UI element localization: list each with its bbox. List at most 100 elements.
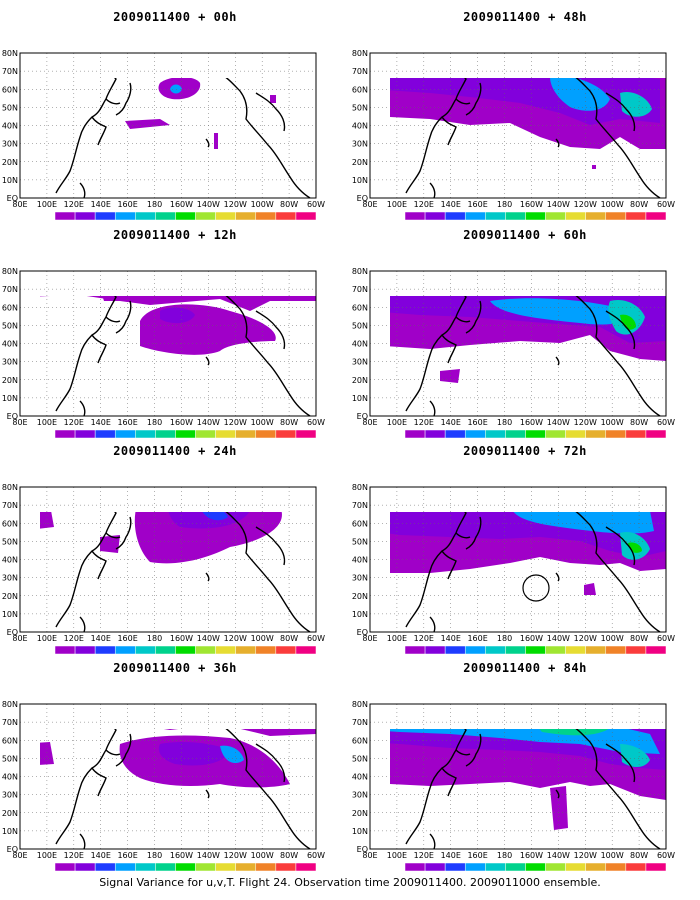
- map-frame: [19, 486, 317, 633]
- colorbar-swatch: [565, 429, 586, 439]
- lon-tick-label: 80W: [280, 851, 298, 860]
- lat-tick-label: 30N: [2, 574, 18, 583]
- colorbar-label: 6.3: [160, 873, 170, 874]
- colorbar-swatch: [255, 211, 277, 221]
- colorbar-swatch: [195, 429, 216, 439]
- graticule: [20, 487, 316, 632]
- colorbar-swatch: [485, 429, 506, 439]
- lon-tick-label: 60W: [657, 634, 675, 643]
- colorbar-swatch: [255, 429, 277, 439]
- variance-shading: [125, 78, 276, 149]
- colorbar-swatch: [404, 211, 426, 221]
- lat-tick-label: EQ: [357, 194, 368, 203]
- colorbar-label: 9: [554, 440, 558, 441]
- lon-tick-label: 100E: [387, 851, 407, 860]
- colorbar-label: 29: [632, 222, 640, 223]
- colorbar-label: 14: [592, 656, 600, 657]
- lon-tick-label: 80W: [280, 418, 298, 427]
- colorbar-swatch: [545, 211, 566, 221]
- lon-tick-label: 160E: [467, 851, 487, 860]
- colorbar-label: 1.8: [410, 656, 420, 657]
- lat-tick-label: 60N: [2, 303, 18, 312]
- variance-contour: [592, 165, 596, 169]
- colorbar-swatch: [195, 645, 216, 655]
- lon-tick-label: 80E: [12, 418, 27, 427]
- lat-tick-label: 10N: [2, 394, 18, 403]
- graticule: [20, 704, 316, 849]
- coastline: [605, 743, 636, 783]
- lat-tick-label: 20N: [2, 809, 18, 818]
- coastlines: [405, 78, 661, 199]
- colorbar-swatch: [645, 862, 667, 872]
- colorbar-label: 9: [204, 873, 208, 874]
- colorbar-label: 2.2: [430, 222, 440, 223]
- lon-tick-label: 80E: [12, 851, 27, 860]
- colorbar: 1.8 2.2 3.1 4 5.1 6.3 7.5 9 11 14 21 29 40: [404, 862, 667, 874]
- coastline: [55, 512, 117, 628]
- colorbar-label: 21: [612, 656, 620, 657]
- lat-tick-label: 10N: [2, 827, 18, 836]
- lat-tick-label: 60N: [352, 85, 368, 94]
- variance-contour: [125, 119, 170, 129]
- lat-tick-label: 30N: [352, 791, 368, 800]
- coastline: [455, 749, 471, 756]
- colorbar: 1.8 2.2 3.1 4 5.1 6.3 7.5 9 11 14 21 29 40: [54, 645, 317, 657]
- colorbar-swatch: [645, 429, 667, 439]
- coastline: [79, 400, 86, 417]
- lon-tick-label: 140W: [197, 418, 220, 427]
- colorbar-label: 40: [652, 222, 660, 223]
- lon-tick-label: 100W: [601, 634, 624, 643]
- colorbar-swatch: [155, 862, 176, 872]
- variance-shading: [40, 729, 316, 788]
- colorbar-label: 7.5: [180, 656, 190, 657]
- coastline: [429, 616, 436, 633]
- variance-contour: [158, 742, 230, 766]
- colorbar-swatch: [275, 211, 297, 221]
- lat-tick-label: 10N: [2, 610, 18, 619]
- colorbar-label: 2.2: [80, 656, 90, 657]
- lat-tick-label: 20N: [2, 592, 18, 601]
- lon-tick-label: 80E: [12, 634, 27, 643]
- panel-24h: 2009011400 + 24h 80E 100E 120E 140E 160E 180 1…: [0, 444, 350, 659]
- lon-tick-label: 120E: [414, 418, 434, 427]
- lon-tick-label: 140E: [91, 418, 111, 427]
- colorbar-swatch: [255, 645, 277, 655]
- lon-tick-label: 140E: [91, 634, 111, 643]
- colorbar-label: 6.3: [510, 873, 520, 874]
- colorbar-label: 14: [242, 222, 250, 223]
- colorbar-label: 4: [473, 222, 477, 223]
- colorbar-swatch: [135, 862, 156, 872]
- lat-tick-label: 10N: [2, 176, 18, 185]
- coastline: [205, 356, 210, 366]
- colorbar-swatch: [215, 211, 236, 221]
- lat-tick-label: 10N: [352, 394, 368, 403]
- coastline: [255, 92, 286, 132]
- colorbar-swatch: [235, 645, 257, 655]
- lat-tick-label: 60N: [2, 736, 18, 745]
- colorbar-label: 5.1: [140, 440, 150, 441]
- colorbar-swatch: [625, 211, 647, 221]
- coastline: [405, 296, 467, 412]
- graticule: [20, 271, 316, 416]
- colorbar-swatch: [404, 429, 426, 439]
- lon-tick-label: 120W: [224, 634, 247, 643]
- colorbar-swatch: [155, 211, 176, 221]
- colorbar-swatch: [485, 211, 506, 221]
- lat-tick-label: 40N: [352, 556, 368, 565]
- colorbar-label: 5.1: [490, 440, 500, 441]
- lon-tick-label: 140W: [547, 200, 570, 209]
- lat-tick-label: 40N: [352, 773, 368, 782]
- colorbar-swatch: [605, 862, 627, 872]
- lon-tick-label: 80W: [630, 418, 648, 427]
- coastline: [465, 82, 482, 116]
- lat-tick-label: 40N: [352, 122, 368, 131]
- lat-tick-label: 30N: [2, 358, 18, 367]
- coastline: [575, 512, 661, 633]
- lon-tick-label: 160W: [170, 634, 193, 643]
- lon-tick-label: 160W: [520, 851, 543, 860]
- variance-shading: [40, 512, 282, 564]
- colorbar-swatch: [215, 862, 236, 872]
- lon-tick-label: 160E: [467, 200, 487, 209]
- colorbar-swatch: [565, 862, 586, 872]
- panel-title: 2009011400 + 72h: [463, 444, 587, 458]
